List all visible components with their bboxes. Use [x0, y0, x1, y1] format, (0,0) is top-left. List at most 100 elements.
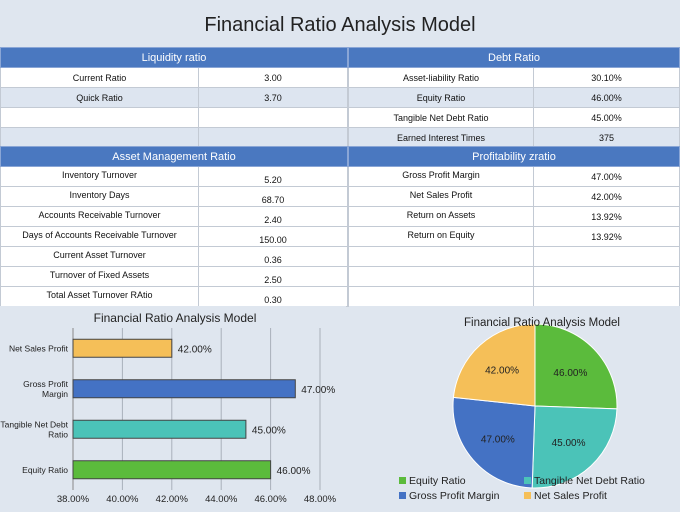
bar-chart: Financial Ratio Analysis Model 38.00% 40.0… [0, 306, 346, 510]
ratio-label [348, 286, 534, 307]
bar [72, 379, 296, 399]
ratio-label [348, 246, 534, 267]
ratio-label: Equity Ratio [348, 87, 534, 108]
ratio-label: Earned Interest Times [348, 127, 534, 148]
data-label: 47.00% [481, 434, 515, 445]
x-tick-label: 40.00% [106, 494, 139, 505]
section-header: Asset Management Ratio [0, 146, 348, 167]
legend-label: Equity Ratio [409, 475, 466, 487]
legend-swatch [399, 492, 406, 499]
table-row: Net Sales Profit 42.00% [348, 186, 680, 207]
table-row: Current Ratio 3.00 [0, 67, 348, 88]
data-label: 47.00% [301, 385, 335, 396]
ratio-value: 5.20 [198, 166, 348, 187]
ratio-label [0, 127, 199, 148]
category-label: Tangible Net Debt Ratio [0, 419, 68, 439]
ratio-label: Current Ratio [0, 67, 199, 88]
ratio-label: Net Sales Profit [348, 186, 534, 207]
table-row: Current Asset Turnover 0.36 [0, 246, 348, 267]
ratio-value: 13.92% [533, 206, 680, 227]
data-label: 45.00% [252, 425, 286, 436]
ratio-value [533, 266, 680, 287]
x-tick-label: 48.00% [304, 494, 337, 505]
data-label: 42.00% [485, 365, 519, 376]
data-label: 46.00% [553, 368, 587, 379]
table-row: Gross Profit Margin 47.00% [348, 166, 680, 187]
liquidity-table: Liquidity ratio Current Ratio 3.00 Quick Ra… [0, 47, 348, 148]
data-label: 42.00% [178, 344, 212, 355]
ratio-label: Current Asset Turnover [0, 246, 199, 267]
ratio-value: 3.70 [198, 87, 348, 108]
table-row: Return on Equity 13.92% [348, 226, 680, 247]
pie-slice [452, 396, 536, 489]
x-tick-label: 44.00% [205, 494, 238, 505]
chart-title: Financial Ratio Analysis Model [94, 311, 257, 325]
x-tick-label: 38.00% [57, 494, 90, 505]
table-row: Return on Assets 13.92% [348, 206, 680, 227]
table-row [0, 107, 348, 128]
ratio-label [348, 266, 534, 287]
pie-chart: 46.00% 45.00% 47.00% 42.00% Financial Ratio … [349, 306, 680, 510]
table-row: Accounts Receivable Turnover 2.40 [0, 206, 348, 227]
data-label: 45.00% [552, 438, 586, 449]
section-header: Profitability zratio [348, 146, 680, 167]
ratio-label: Inventory Turnover [0, 166, 199, 187]
ratio-label: Total Asset Turnover RAtio [0, 286, 199, 307]
table-row: Earned Interest Times 375 [348, 127, 680, 148]
ratio-value: 13.92% [533, 226, 680, 247]
category-label: Net Sales Profit [9, 343, 69, 353]
ratio-label: Accounts Receivable Turnover [0, 206, 199, 227]
data-label: 46.00% [277, 466, 311, 477]
ratio-value: 47.00% [533, 166, 680, 187]
chart-title: Financial Ratio Analysis Model [464, 317, 620, 329]
ratio-value [533, 246, 680, 267]
table-row [0, 127, 348, 148]
table-row: Quick Ratio 3.70 [0, 87, 348, 108]
page-title: Financial Ratio Analysis Model [204, 14, 476, 36]
table-row: Inventory Turnover 5.20 [0, 166, 348, 187]
table-row: Total Asset Turnover RAtio 0.30 [0, 286, 348, 307]
asset-management-table: Asset Management Ratio Inventory Turnover… [0, 146, 348, 307]
pie-slice [531, 405, 618, 489]
ratio-value: 30.10% [533, 67, 680, 88]
ratio-label: Turnover of Fixed Assets [0, 266, 199, 287]
legend-swatch [399, 477, 406, 484]
ratio-label: Return on Equity [348, 226, 534, 247]
x-tick-label: 42.00% [156, 494, 189, 505]
profitability-table: Profitability zratio Gross Profit Margin 4… [348, 146, 680, 307]
legend-swatch [524, 492, 531, 499]
ratio-value: 68.70 [198, 186, 348, 207]
ratio-value: 375 [533, 127, 680, 148]
category-label: Gross Profit Margin [23, 379, 69, 399]
ratio-value: 46.00% [533, 87, 680, 108]
pie-slice [534, 323, 618, 410]
ratio-value: 45.00% [533, 107, 680, 128]
legend-label: Gross Profit Margin [409, 490, 500, 502]
ratio-label: Inventory Days [0, 186, 199, 207]
table-row: Equity Ratio 46.00% [348, 87, 680, 108]
ratio-label: Quick Ratio [0, 87, 199, 108]
legend-swatch [524, 477, 531, 484]
legend-label: Net Sales Profit [534, 490, 607, 502]
table-row: Turnover of Fixed Assets 2.50 [0, 266, 348, 287]
ratio-value: 150.00 [198, 226, 348, 247]
ratio-value: 0.30 [198, 286, 348, 307]
ratio-label [0, 107, 199, 128]
ratio-value: 3.00 [198, 67, 348, 88]
table-row [348, 246, 680, 267]
category-label: Equity Ratio [22, 465, 68, 475]
ratio-label: Days of Accounts Receivable Turnover [0, 226, 199, 247]
ratio-value [198, 127, 348, 148]
ratio-value [533, 286, 680, 307]
bar [72, 338, 173, 358]
ratio-label: Tangible Net Debt Ratio [348, 107, 534, 128]
table-row [348, 286, 680, 307]
table-row: Inventory Days 68.70 [0, 186, 348, 207]
ratio-label: Gross Profit Margin [348, 166, 534, 187]
x-tick-label: 46.00% [254, 494, 287, 505]
section-header: Debt Ratio [348, 47, 680, 68]
ratio-value [198, 107, 348, 128]
table-row: Asset-liability Ratio 30.10% [348, 67, 680, 88]
ratio-value: 0.36 [198, 246, 348, 267]
ratio-label: Asset-liability Ratio [348, 67, 534, 88]
